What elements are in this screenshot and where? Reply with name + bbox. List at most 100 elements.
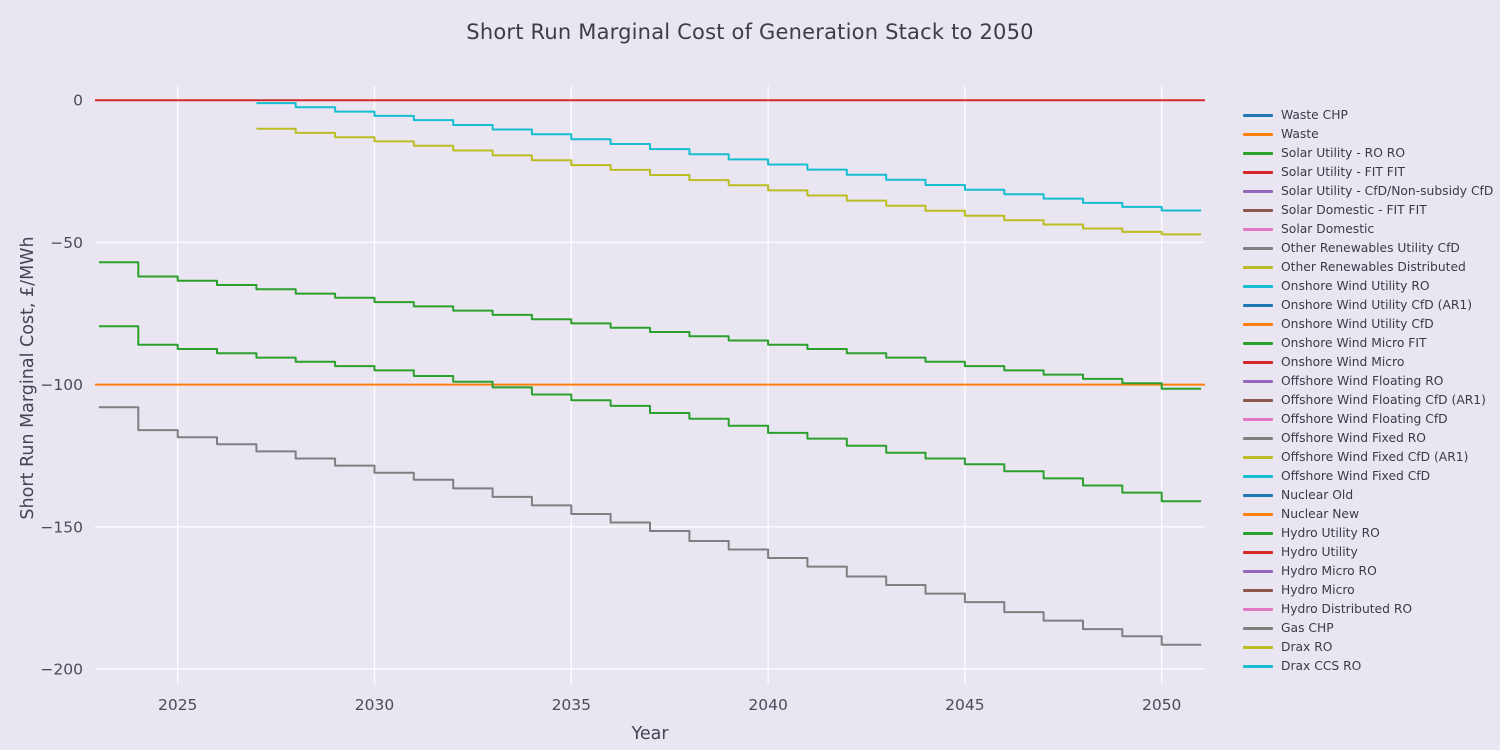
series-drax-ccs-ro[interactable]	[256, 102, 1202, 212]
series-offshore-wind-fixed-ro[interactable]	[98, 406, 1202, 646]
legend-label: Onshore Wind Utility CfD (AR1)	[1281, 298, 1473, 313]
series-drax-ro[interactable]	[256, 127, 1202, 236]
series-solar-utility-ro-ro[interactable]	[98, 261, 1202, 390]
legend-line-swatch	[1243, 228, 1273, 231]
legend-label: Offshore Wind Fixed RO	[1281, 431, 1426, 446]
legend-line-swatch	[1243, 209, 1273, 212]
legend-label: Nuclear New	[1281, 507, 1360, 522]
legend-item[interactable]: Other Renewables Utility CfD	[1243, 239, 1493, 258]
chart-title: Short Run Marginal Cost of Generation St…	[466, 20, 1034, 44]
legend-item[interactable]: Offshore Wind Fixed CfD (AR1)	[1243, 448, 1493, 467]
legend-line-swatch	[1243, 513, 1273, 516]
legend-item[interactable]: Onshore Wind Utility CfD	[1243, 315, 1493, 334]
legend-item[interactable]: Offshore Wind Fixed CfD	[1243, 467, 1493, 486]
legend-label: Waste CHP	[1281, 108, 1348, 123]
legend-label: Offshore Wind Fixed CfD (AR1)	[1281, 450, 1469, 465]
legend-item[interactable]: Onshore Wind Micro	[1243, 353, 1493, 372]
y-tick-label: 0	[73, 92, 83, 110]
legend-line-swatch	[1243, 285, 1273, 288]
x-tick-label: 2035	[552, 696, 591, 714]
legend-line-swatch	[1243, 665, 1273, 668]
legend-item[interactable]: Onshore Wind Utility CfD (AR1)	[1243, 296, 1493, 315]
legend-line-swatch	[1243, 380, 1273, 383]
legend-label: Offshore Wind Floating CfD (AR1)	[1281, 393, 1486, 408]
legend-line-swatch	[1243, 608, 1273, 611]
legend-line-swatch	[1243, 570, 1273, 573]
legend-item[interactable]: Waste CHP	[1243, 106, 1493, 125]
legend-item[interactable]: Solar Utility - CfD/Non-subsidy CfD	[1243, 182, 1493, 201]
legend-line-swatch	[1243, 114, 1273, 117]
legend-label: Solar Utility - FIT FIT	[1281, 165, 1406, 180]
series-hydro-utility-ro[interactable]	[98, 325, 1202, 503]
legend-item[interactable]: Solar Utility - RO RO	[1243, 144, 1493, 163]
legend-line-swatch	[1243, 323, 1273, 326]
x-tick-label: 2025	[158, 696, 197, 714]
legend-line-swatch	[1243, 133, 1273, 136]
legend-item[interactable]: Offshore Wind Floating CfD (AR1)	[1243, 391, 1493, 410]
legend-item[interactable]: Solar Utility - FIT FIT	[1243, 163, 1493, 182]
legend-label: Other Renewables Utility CfD	[1281, 241, 1460, 256]
legend-line-swatch	[1243, 456, 1273, 459]
legend-line-swatch	[1243, 437, 1273, 440]
legend-item[interactable]: Nuclear Old	[1243, 486, 1493, 505]
legend-item[interactable]: Hydro Micro RO	[1243, 562, 1493, 581]
legend-label: Solar Utility - CfD/Non-subsidy CfD	[1281, 184, 1494, 199]
legend-label: Hydro Utility	[1281, 545, 1358, 560]
legend-line-swatch	[1243, 342, 1273, 345]
legend-label: Offshore Wind Fixed CfD	[1281, 469, 1431, 484]
legend-line-swatch	[1243, 494, 1273, 497]
legend-label: Solar Domestic	[1281, 222, 1375, 237]
legend-item[interactable]: Gas CHP	[1243, 619, 1493, 638]
legend-label: Other Renewables Distributed	[1281, 260, 1466, 275]
legend-item[interactable]: Drax RO	[1243, 638, 1493, 657]
legend-line-swatch	[1243, 589, 1273, 592]
legend-item[interactable]: Waste	[1243, 125, 1493, 144]
legend-item[interactable]: Hydro Micro	[1243, 581, 1493, 600]
legend-label: Solar Utility - RO RO	[1281, 146, 1406, 161]
legend-label: Hydro Micro	[1281, 583, 1355, 598]
x-tick-label: 2040	[748, 696, 787, 714]
legend-line-swatch	[1243, 646, 1273, 649]
legend-line-swatch	[1243, 171, 1273, 174]
legend-line-swatch	[1243, 152, 1273, 155]
legend-line-swatch	[1243, 399, 1273, 402]
legend-line-swatch	[1243, 247, 1273, 250]
legend-item[interactable]: Solar Domestic	[1243, 220, 1493, 239]
legend-label: Drax RO	[1281, 640, 1333, 655]
legend-label: Gas CHP	[1281, 621, 1334, 636]
legend-label: Drax CCS RO	[1281, 659, 1362, 674]
legend-item[interactable]: Offshore Wind Fixed RO	[1243, 429, 1493, 448]
legend-label: Onshore Wind Utility RO	[1281, 279, 1430, 294]
legend-item[interactable]: Onshore Wind Utility RO	[1243, 277, 1493, 296]
x-tick-label: 2045	[945, 696, 984, 714]
legend-line-swatch	[1243, 475, 1273, 478]
legend-item[interactable]: Offshore Wind Floating CfD	[1243, 410, 1493, 429]
legend-label: Onshore Wind Micro	[1281, 355, 1405, 370]
legend-item[interactable]: Hydro Utility RO	[1243, 524, 1493, 543]
legend-item[interactable]: Onshore Wind Micro FIT	[1243, 334, 1493, 353]
legend-line-swatch	[1243, 361, 1273, 364]
legend-label: Onshore Wind Utility CfD	[1281, 317, 1434, 332]
legend-line-swatch	[1243, 266, 1273, 269]
x-tick-label: 2050	[1142, 696, 1181, 714]
y-tick-label: −100	[40, 376, 83, 394]
legend-item[interactable]: Drax CCS RO	[1243, 657, 1493, 676]
legend-item[interactable]: Hydro Utility	[1243, 543, 1493, 562]
legend-label: Hydro Utility RO	[1281, 526, 1380, 541]
legend-item[interactable]: Hydro Distributed RO	[1243, 600, 1493, 619]
y-tick-label: −150	[40, 518, 83, 536]
legend-item[interactable]: Offshore Wind Floating RO	[1243, 372, 1493, 391]
y-tick-label: −50	[50, 234, 83, 252]
legend-item[interactable]: Solar Domestic - FIT FIT	[1243, 201, 1493, 220]
x-axis-label: Year	[631, 724, 669, 744]
y-tick-label: −200	[40, 660, 83, 678]
legend-line-swatch	[1243, 532, 1273, 535]
legend-item[interactable]: Other Renewables Distributed	[1243, 258, 1493, 277]
legend-item[interactable]: Nuclear New	[1243, 505, 1493, 524]
legend-label: Solar Domestic - FIT FIT	[1281, 203, 1427, 218]
legend-label: Hydro Micro RO	[1281, 564, 1377, 579]
legend-label: Offshore Wind Floating RO	[1281, 374, 1444, 389]
legend-label: Hydro Distributed RO	[1281, 602, 1413, 617]
